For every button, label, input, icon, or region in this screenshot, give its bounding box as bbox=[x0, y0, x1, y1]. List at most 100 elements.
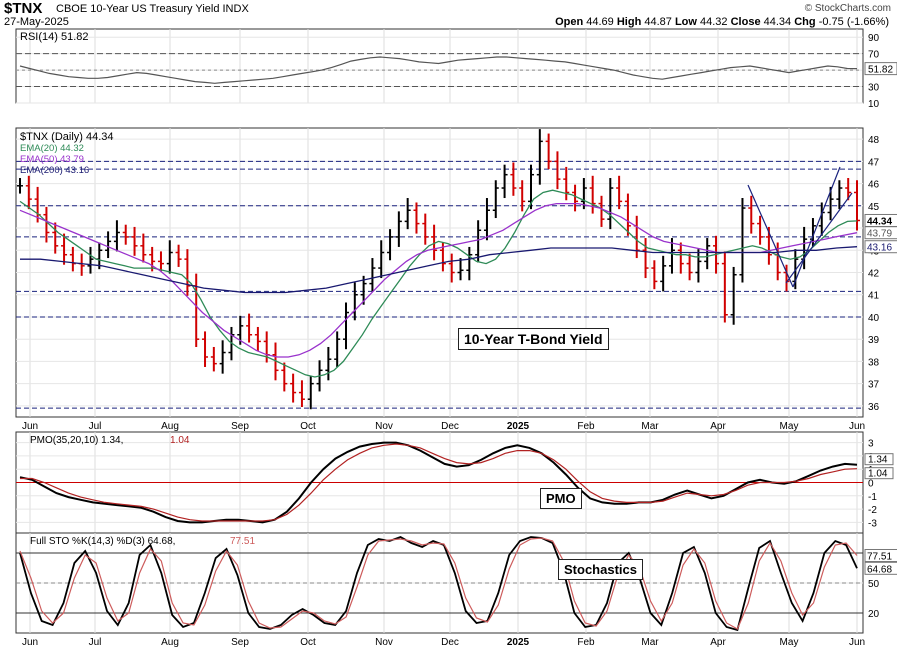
price-ytick-label: 46 bbox=[868, 180, 880, 191]
price-ytick-label: 41 bbox=[868, 291, 880, 302]
sto-legend-d: 77.51 bbox=[230, 536, 255, 547]
low-value: 44.32 bbox=[700, 16, 728, 28]
pmo-signal-line bbox=[20, 443, 858, 522]
price-trendline-0 bbox=[747, 184, 794, 288]
open-value: 44.69 bbox=[586, 16, 614, 28]
annotation-main: 10-Year T-Bond Yield bbox=[458, 328, 609, 350]
rsi-ytick-label: 70 bbox=[868, 50, 880, 61]
chg-value: -0.75 (-1.66%) bbox=[818, 16, 889, 28]
x-tick-label-main: Dec bbox=[441, 421, 459, 432]
copyright: © StockCharts.com bbox=[804, 3, 891, 14]
x-tick-label-main: Sep bbox=[231, 421, 249, 432]
x-tick-label-bottom: Dec bbox=[441, 637, 459, 648]
price-legend-item: $TNX (Daily) 44.34 bbox=[20, 131, 114, 143]
pmo-ytick-label: -2 bbox=[868, 505, 877, 516]
low-label: Low bbox=[674, 16, 697, 28]
pmo-legend: PMO(35,20,10) 1.34, bbox=[30, 435, 123, 446]
x-tick-label-main: Jun bbox=[22, 421, 38, 432]
price-trendline-1 bbox=[792, 166, 841, 288]
annotation-pmo: PMO bbox=[540, 488, 582, 509]
x-tick-label-main: May bbox=[780, 421, 799, 432]
price-value-label: 44.34 bbox=[867, 216, 892, 227]
price-ytick-label: 37 bbox=[868, 380, 880, 391]
price-ytick-label: 48 bbox=[868, 135, 880, 146]
price-ohlc-bars bbox=[17, 129, 860, 410]
sto-pct-d-line bbox=[19, 537, 858, 630]
open-label: Open bbox=[555, 16, 584, 28]
ohlc-readout: Open 44.69 High 44.87 Low 44.32 Close 44… bbox=[555, 16, 889, 28]
chg-label: Chg bbox=[794, 16, 816, 28]
price-legend-item: EMA(20) 44.32 bbox=[20, 143, 84, 154]
pmo-value-label: 1.34 bbox=[868, 455, 888, 466]
price-value-label: 43.16 bbox=[867, 243, 892, 254]
rsi-ytick-label: 90 bbox=[868, 33, 880, 44]
x-tick-label-bottom: Jun bbox=[22, 637, 38, 648]
pmo-ytick-label: -3 bbox=[868, 518, 877, 529]
chart-date: 27-May-2025 bbox=[4, 16, 69, 28]
high-value: 44.87 bbox=[644, 16, 672, 28]
x-tick-label-main: Mar bbox=[641, 421, 659, 432]
x-tick-label-main: Apr bbox=[710, 421, 726, 432]
x-tick-label-main: Nov bbox=[375, 421, 393, 432]
sto-legend: Full STO %K(14,3) %D(3) 64.68, bbox=[30, 536, 175, 547]
sto-ytick-label: 50 bbox=[868, 579, 880, 590]
close-label: Close bbox=[730, 16, 761, 28]
x-tick-label-bottom: May bbox=[780, 637, 799, 648]
sto-value-label: 77.51 bbox=[867, 551, 892, 562]
x-tick-label-main: Jun bbox=[849, 421, 865, 432]
x-tick-label-bottom: Jul bbox=[89, 637, 102, 648]
rsi-ytick-label: 10 bbox=[868, 99, 880, 110]
rsi-series-line bbox=[19, 56, 858, 84]
x-tick-label-bottom: Sep bbox=[231, 637, 249, 648]
pmo-ytick-label: 0 bbox=[868, 479, 874, 490]
price-ytick-label: 47 bbox=[868, 157, 880, 168]
price-trendline-2 bbox=[785, 192, 853, 284]
pmo-value-box bbox=[864, 467, 894, 480]
rsi-last-value-box bbox=[864, 62, 897, 76]
sto-value-box bbox=[864, 561, 897, 575]
rsi-last-value-label: 51.82 bbox=[868, 65, 893, 76]
symbol-description: CBOE 10-Year US Treasury Yield INDX bbox=[56, 3, 249, 15]
symbol-title: $TNX bbox=[4, 0, 43, 17]
pmo-ytick-label: -1 bbox=[868, 492, 877, 503]
x-tick-label-bottom: 2025 bbox=[507, 637, 530, 648]
x-tick-label-main: Feb bbox=[577, 421, 595, 432]
close-value: 44.34 bbox=[763, 16, 792, 28]
price-value-box bbox=[864, 240, 897, 254]
price-ytick-label: 45 bbox=[868, 202, 880, 213]
sto-ytick-label: 20 bbox=[868, 609, 880, 620]
x-tick-label-main: Oct bbox=[300, 421, 316, 432]
price-value-label: 43.79 bbox=[867, 229, 892, 240]
x-tick-label-bottom: Mar bbox=[641, 637, 659, 648]
pmo-legend-signal: 1.04 bbox=[170, 435, 190, 446]
x-tick-label-main: Aug bbox=[161, 421, 179, 432]
x-tick-label-bottom: Feb bbox=[577, 637, 595, 648]
x-tick-label-bottom: Nov bbox=[375, 637, 393, 648]
x-tick-label-bottom: Aug bbox=[161, 637, 179, 648]
x-tick-label-main: 2025 bbox=[507, 421, 530, 432]
price-ytick-label: 36 bbox=[868, 402, 880, 413]
high-label: High bbox=[616, 16, 642, 28]
price-ytick-label: 42 bbox=[868, 269, 880, 280]
annotation-stochastics: Stochastics bbox=[558, 559, 643, 580]
price-ema200-line bbox=[20, 246, 858, 294]
price-legend-item: EMA(200) 43.16 bbox=[20, 165, 89, 176]
pmo-pmo-line bbox=[19, 441, 858, 524]
price-value-box bbox=[864, 226, 897, 240]
pmo-ytick-label: 3 bbox=[868, 439, 874, 450]
price-legend-item: EMA(50) 43.79 bbox=[20, 154, 84, 165]
x-tick-label-main: Jul bbox=[89, 421, 102, 432]
price-ytick-label: 38 bbox=[868, 357, 880, 368]
price-ytick-label: 40 bbox=[868, 313, 880, 324]
price-ytick-label: 39 bbox=[868, 335, 880, 346]
sto-value-box bbox=[864, 548, 897, 562]
rsi-legend: RSI(14) 51.82 bbox=[20, 31, 88, 43]
x-tick-label-bottom: Oct bbox=[300, 637, 316, 648]
x-tick-label-bottom: Apr bbox=[710, 637, 726, 648]
x-tick-label-bottom: Jun bbox=[849, 637, 865, 648]
sto-value-label: 64.68 bbox=[867, 564, 892, 575]
rsi-ytick-label: 30 bbox=[868, 83, 880, 94]
pmo-value-label: 1.04 bbox=[868, 469, 888, 480]
pmo-value-box bbox=[864, 453, 894, 466]
